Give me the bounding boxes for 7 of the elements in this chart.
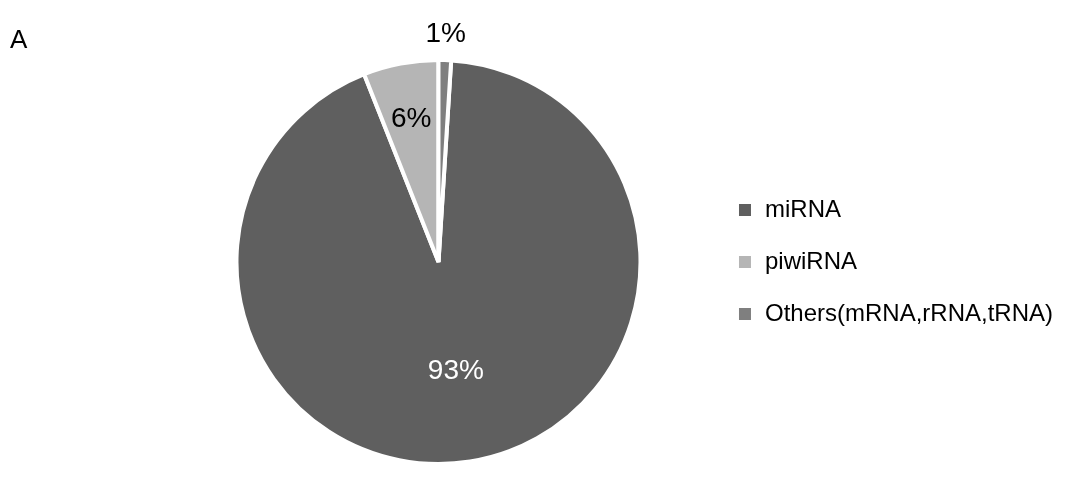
legend-label: Others(mRNA,rRNA,tRNA)	[764, 298, 1053, 326]
data-label: 1%	[425, 16, 466, 48]
legend-label: piwiRNA	[764, 246, 857, 274]
data-label: 6%	[391, 101, 432, 133]
text: A	[10, 24, 28, 55]
data-label: 93%	[427, 354, 484, 386]
legend-label: miRNA	[764, 194, 841, 222]
